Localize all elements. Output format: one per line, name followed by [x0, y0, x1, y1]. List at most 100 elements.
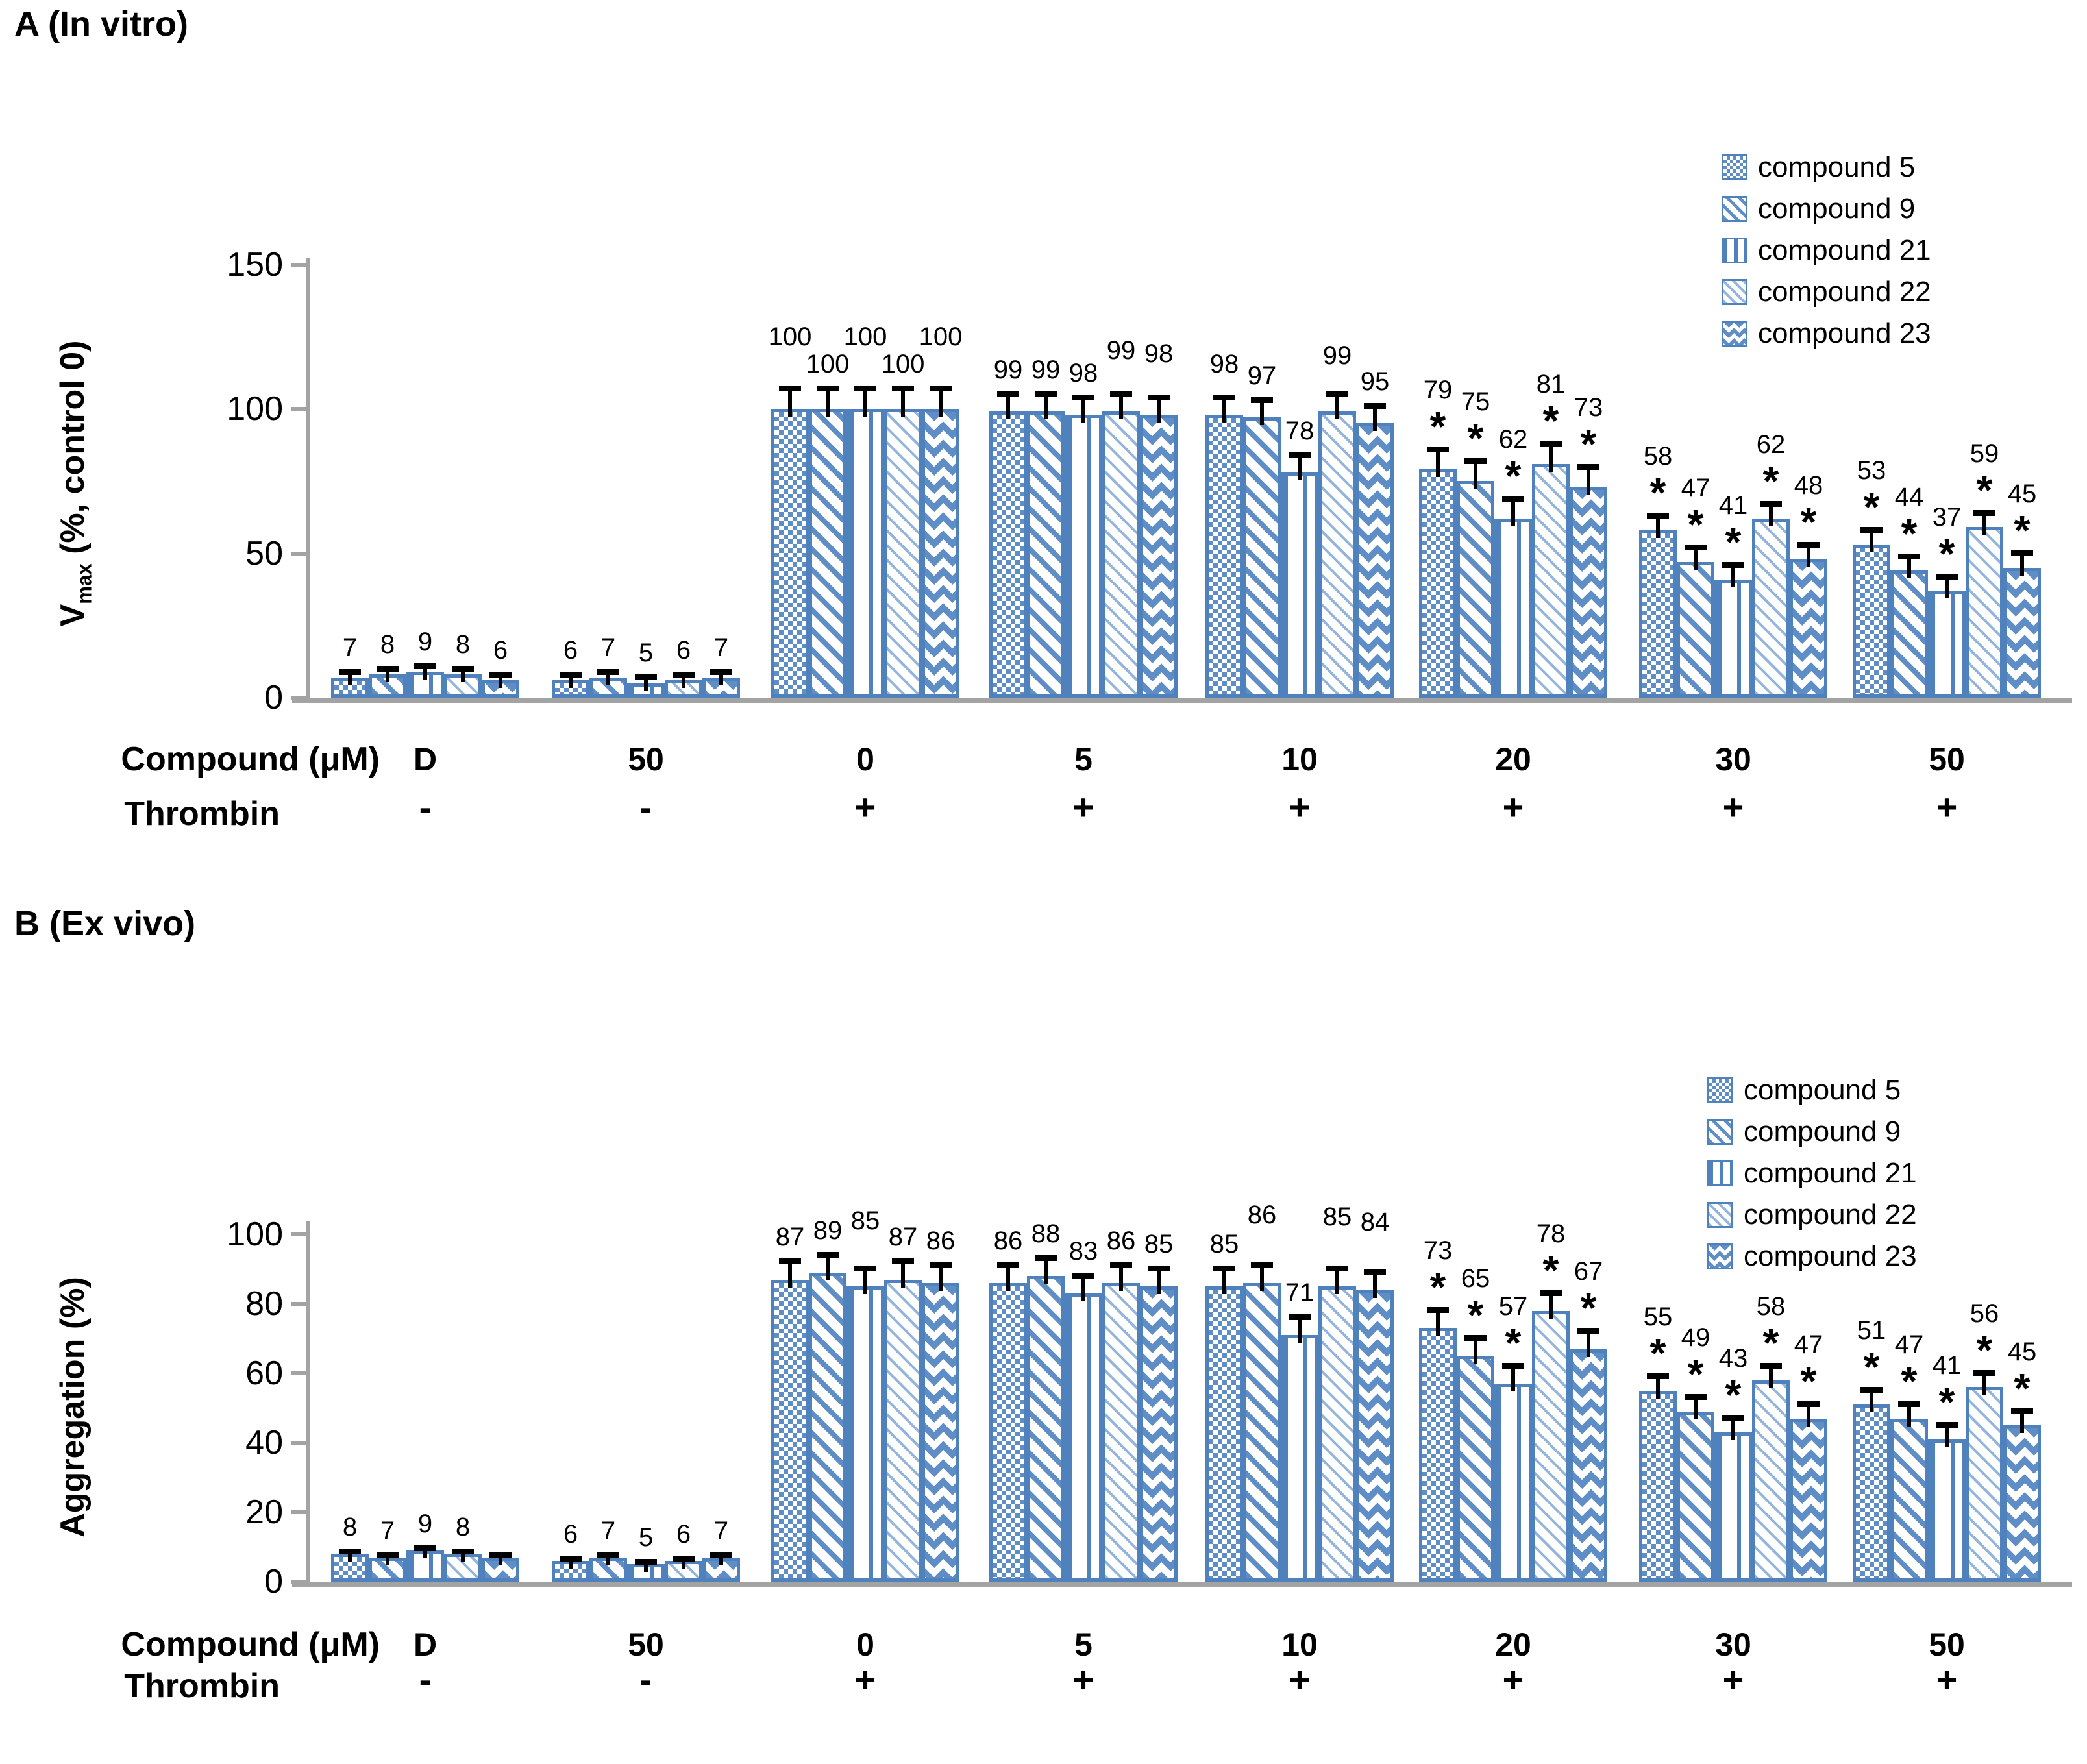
error-bar-whisker: [1945, 1424, 1949, 1447]
x-axis-line: [292, 698, 2072, 703]
legend-label: compound 21: [1744, 1157, 1917, 1189]
legend-item: compound 21: [1707, 1153, 1917, 1194]
error-bar-cap: [377, 666, 399, 672]
error-bar-whisker: [606, 671, 610, 685]
significance-asterisk: *: [1649, 469, 1666, 517]
legend-label: compound 5: [1758, 151, 1916, 183]
x-axis-line: [292, 1582, 2072, 1587]
bar-compound-23: [1140, 414, 1178, 698]
error-bar-whisker: [2020, 1410, 2024, 1434]
error-bar-cap: [892, 1258, 914, 1265]
thrombin-sign: -: [639, 787, 652, 827]
error-bar-whisker: [826, 1254, 830, 1280]
thrombin-sign: -: [419, 787, 432, 827]
panel-a-thrombin-row-header: Thrombin: [124, 795, 280, 833]
bar-compound-9: [1027, 1276, 1065, 1582]
significance-asterisk: *: [1467, 1292, 1484, 1339]
bar-value-label: 7: [713, 633, 729, 662]
significance-asterisk: *: [1542, 397, 1559, 444]
error-bar-cap: [1898, 553, 1920, 559]
error-bar-cap: [1251, 397, 1273, 404]
bar-value-label: 100: [768, 323, 812, 352]
legend-label: compound 23: [1758, 317, 1931, 349]
error-bar-whisker: [348, 1551, 352, 1562]
significance-asterisk: *: [1429, 402, 1446, 450]
significance-asterisk: *: [1687, 501, 1704, 548]
panel-b-thrombin-row-header: Thrombin: [124, 1667, 280, 1705]
bar-value-label: 51: [1857, 1316, 1886, 1345]
x-category-label: D: [413, 1626, 438, 1663]
bar-value-label: 49: [1681, 1323, 1710, 1353]
error-bar-whisker: [1335, 1268, 1339, 1295]
error-bar-cap: [1213, 1266, 1235, 1272]
bar-compound-9: [1457, 481, 1494, 698]
bar-value-label: 86: [1106, 1226, 1136, 1255]
error-bar-cap: [414, 1545, 436, 1551]
error-bar-cap: [635, 1559, 657, 1565]
significance-asterisk: *: [1580, 420, 1597, 467]
error-bar-cap: [1898, 1401, 1920, 1407]
bar-compound-5: [771, 1279, 809, 1582]
bar-compound-21: [1065, 414, 1102, 698]
bar-compound-22: [1752, 519, 1790, 698]
significance-asterisk: *: [1649, 1330, 1666, 1377]
error-bar-cap: [1110, 1262, 1132, 1268]
significance-asterisk: *: [1863, 484, 1880, 531]
error-bar-whisker: [1474, 460, 1477, 489]
legend-label: compound 22: [1758, 276, 1931, 308]
error-bar-whisker: [1119, 394, 1123, 420]
bar-compound-5: [1853, 545, 1890, 698]
legend-swatch-compound-22-icon: [1722, 279, 1747, 305]
bar-compound-5: [989, 1282, 1027, 1582]
error-bar-cap: [710, 1552, 732, 1558]
panel-a-legend: compound 5 compound 9 compound 21 compound …: [1722, 147, 1931, 354]
y-axis-line: [306, 1221, 310, 1582]
error-bar-cap: [1722, 561, 1744, 568]
bar-value-label: 58: [1643, 442, 1673, 471]
error-bar-cap: [1502, 1362, 1524, 1369]
bar-compound-23: [2003, 567, 2041, 698]
bar-value-label: 5: [638, 1523, 654, 1552]
error-bar-cap: [1427, 1307, 1449, 1314]
error-bar-whisker: [788, 1261, 792, 1288]
bar-value-label: 7: [600, 633, 616, 662]
x-category-label: 50: [628, 1626, 664, 1663]
error-bar-cap: [854, 386, 876, 392]
bar-compound-23: [1790, 559, 1827, 698]
error-bar-whisker: [2020, 553, 2024, 576]
bar-value-label: 79: [1423, 375, 1453, 404]
error-bar-cap: [560, 1555, 582, 1562]
thrombin-sign: +: [1072, 1659, 1094, 1700]
error-bar-cap: [1685, 1394, 1707, 1401]
bar-value-label: 6: [563, 635, 578, 665]
error-bar-whisker: [1081, 397, 1085, 423]
error-bar-cap: [673, 1555, 695, 1562]
bar-value-label: 98: [1209, 349, 1239, 378]
legend-label: compound 22: [1744, 1199, 1917, 1231]
thrombin-sign: +: [1502, 1659, 1524, 1700]
error-bar-cap: [1936, 1421, 1958, 1428]
error-bar-cap: [1860, 527, 1883, 533]
error-bar-cap: [1722, 1415, 1744, 1421]
error-bar-cap: [452, 666, 474, 672]
error-bar-cap: [1647, 1373, 1669, 1379]
y-tick-label: 150: [227, 245, 283, 284]
bar-compound-22: [1102, 1282, 1140, 1582]
error-bar-whisker: [719, 671, 723, 685]
x-category-label: 50: [1929, 741, 1965, 778]
error-bar-whisker: [1298, 454, 1302, 480]
error-bar-cap: [1797, 541, 1820, 548]
bar-compound-22: [1532, 463, 1570, 698]
y-tick-mark: [291, 1441, 308, 1445]
panel-a-y-axis-label: Vmax (%, control 0): [53, 127, 100, 840]
error-bar-cap: [1427, 446, 1449, 452]
panel-b-compound-row-header: Compound (μM): [121, 1626, 380, 1663]
error-bar-cap: [2011, 550, 2033, 557]
error-bar-whisker: [1549, 443, 1553, 472]
error-bar-cap: [892, 386, 914, 392]
bar-value-label: 8: [455, 630, 471, 659]
error-bar-cap: [1973, 1369, 1995, 1376]
error-bar-whisker: [1006, 394, 1010, 420]
bar-value-label: 55: [1643, 1303, 1673, 1331]
y-tick-label: 20: [245, 1493, 283, 1531]
